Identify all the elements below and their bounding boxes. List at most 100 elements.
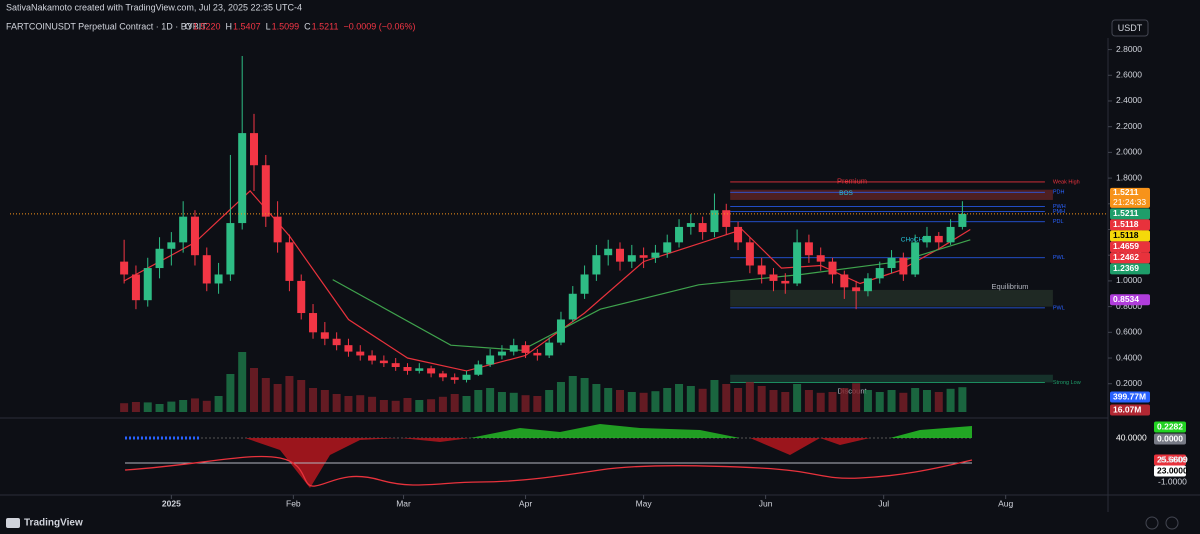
ohlc-key: L (266, 21, 271, 31)
volume-bar (745, 382, 754, 412)
y-tick-label: 2.8000 (1116, 44, 1142, 54)
indicator-line (124, 455, 973, 487)
price-tag (1110, 219, 1150, 231)
candle-body (556, 319, 565, 343)
volume-bar (474, 390, 483, 412)
level-label: Strong Low (1053, 380, 1081, 386)
y-tick-label: 0.2000 (1116, 378, 1142, 388)
volume-bar (379, 400, 388, 412)
candle-body (356, 351, 365, 356)
volume-bar (179, 400, 188, 412)
icon[interactable] (1145, 516, 1159, 530)
y-tick-label: 0.4000 (1116, 352, 1142, 362)
candle-body (497, 351, 506, 356)
volume-bar (804, 390, 813, 412)
currency-button[interactable] (1111, 19, 1149, 37)
volume-bar (781, 392, 790, 412)
volume-bar (627, 392, 636, 412)
volume-bar (568, 376, 577, 412)
volume-bar (214, 396, 223, 412)
candle-body (474, 364, 483, 375)
y-tick-label: 1.0000 (1116, 275, 1142, 285)
candle-body (155, 248, 164, 269)
volume-bar (155, 404, 164, 412)
candle-body (604, 248, 613, 256)
volume-bar (332, 394, 341, 412)
logo (6, 518, 20, 528)
price-tag (1110, 208, 1150, 220)
candle-body (214, 274, 223, 284)
change: −0.0009 (−0.06%) (343, 21, 415, 31)
candle-body (250, 133, 258, 166)
x-tick-label: Jun (759, 498, 773, 508)
level-label: PWH (1053, 204, 1066, 210)
x-tick-label: Feb (286, 498, 301, 508)
volume-bar (686, 386, 695, 412)
candle-body (261, 165, 270, 217)
volume-bar (911, 388, 920, 412)
volume-bar (675, 384, 684, 412)
candle-body (863, 278, 872, 292)
candle-body (533, 352, 542, 356)
candle-body (167, 242, 176, 249)
volume-bar (852, 383, 861, 412)
candle-body (415, 368, 424, 371)
candle-body (675, 226, 684, 243)
candle-body (899, 257, 908, 275)
indicator-tag (1154, 433, 1186, 445)
volume-bar (816, 392, 825, 412)
volume-tag (1110, 404, 1150, 416)
candle-body (285, 242, 294, 281)
volume-bar (663, 388, 672, 412)
price-tag-label: 1.5118 (1113, 230, 1139, 240)
ohlc-value: 1.5099 (272, 21, 300, 31)
volume-bar (946, 388, 955, 412)
volume-bar (840, 388, 849, 412)
x-tick-label: Jul (878, 498, 889, 508)
x-tick-label: 2025 (162, 498, 181, 508)
volume-bar (521, 395, 530, 412)
currency[interactable]: USDT (1118, 23, 1143, 33)
candle-body (793, 242, 802, 284)
volume-bar (734, 388, 743, 412)
indicator-area (470, 424, 740, 438)
candle-body (875, 268, 884, 279)
candle-body (568, 293, 577, 320)
volume-bar (415, 400, 424, 412)
volume-bar (190, 398, 199, 412)
indicator-area (890, 426, 972, 438)
candle-body (273, 216, 282, 243)
candle-body (202, 255, 211, 284)
y-tick-label: 0.8000 (1116, 301, 1142, 311)
current-price-value: 1.5211 (1113, 187, 1139, 197)
volume-bar (285, 376, 294, 412)
volume-bar (698, 388, 707, 412)
level-label: PWL (1053, 305, 1065, 311)
level-label: PDH (1053, 190, 1065, 196)
zone-label: Premium (837, 177, 867, 186)
ohlc-key: C (304, 21, 311, 31)
icon[interactable] (1165, 516, 1179, 530)
volume-bar (250, 368, 258, 412)
candle-body (320, 332, 329, 339)
price-tag-label: 1.4659 (1113, 241, 1139, 251)
candle-body (616, 248, 624, 262)
volume-bar (486, 388, 495, 412)
price-tag-label: 1.5211 (1113, 208, 1139, 218)
y-tick-label: 2.6000 (1116, 70, 1142, 80)
indicator-tag-label: 25.6609 (1157, 454, 1188, 464)
volume-bar (120, 403, 129, 412)
candle-body (887, 257, 896, 269)
annotation: BOS (839, 190, 853, 197)
ohlc-value: 1.5407 (233, 21, 261, 31)
indicator-tag-label: 23.0000 (1157, 465, 1188, 475)
zone (730, 374, 1053, 383)
volume-bar (863, 390, 872, 412)
candle-body (344, 345, 353, 352)
volume-tag-label: 399.77M (1113, 391, 1146, 401)
price-tag-label: 1.5118 (1113, 219, 1139, 229)
volume-bar (616, 390, 624, 412)
candle-body (592, 255, 601, 275)
candle-body (710, 210, 719, 233)
